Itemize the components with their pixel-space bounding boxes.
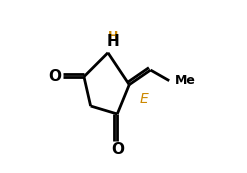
Text: O: O (111, 142, 124, 157)
Text: H: H (108, 30, 119, 43)
Text: H: H (107, 34, 120, 49)
Text: E: E (140, 92, 148, 106)
Text: O: O (48, 69, 61, 84)
Text: Me: Me (175, 74, 195, 86)
